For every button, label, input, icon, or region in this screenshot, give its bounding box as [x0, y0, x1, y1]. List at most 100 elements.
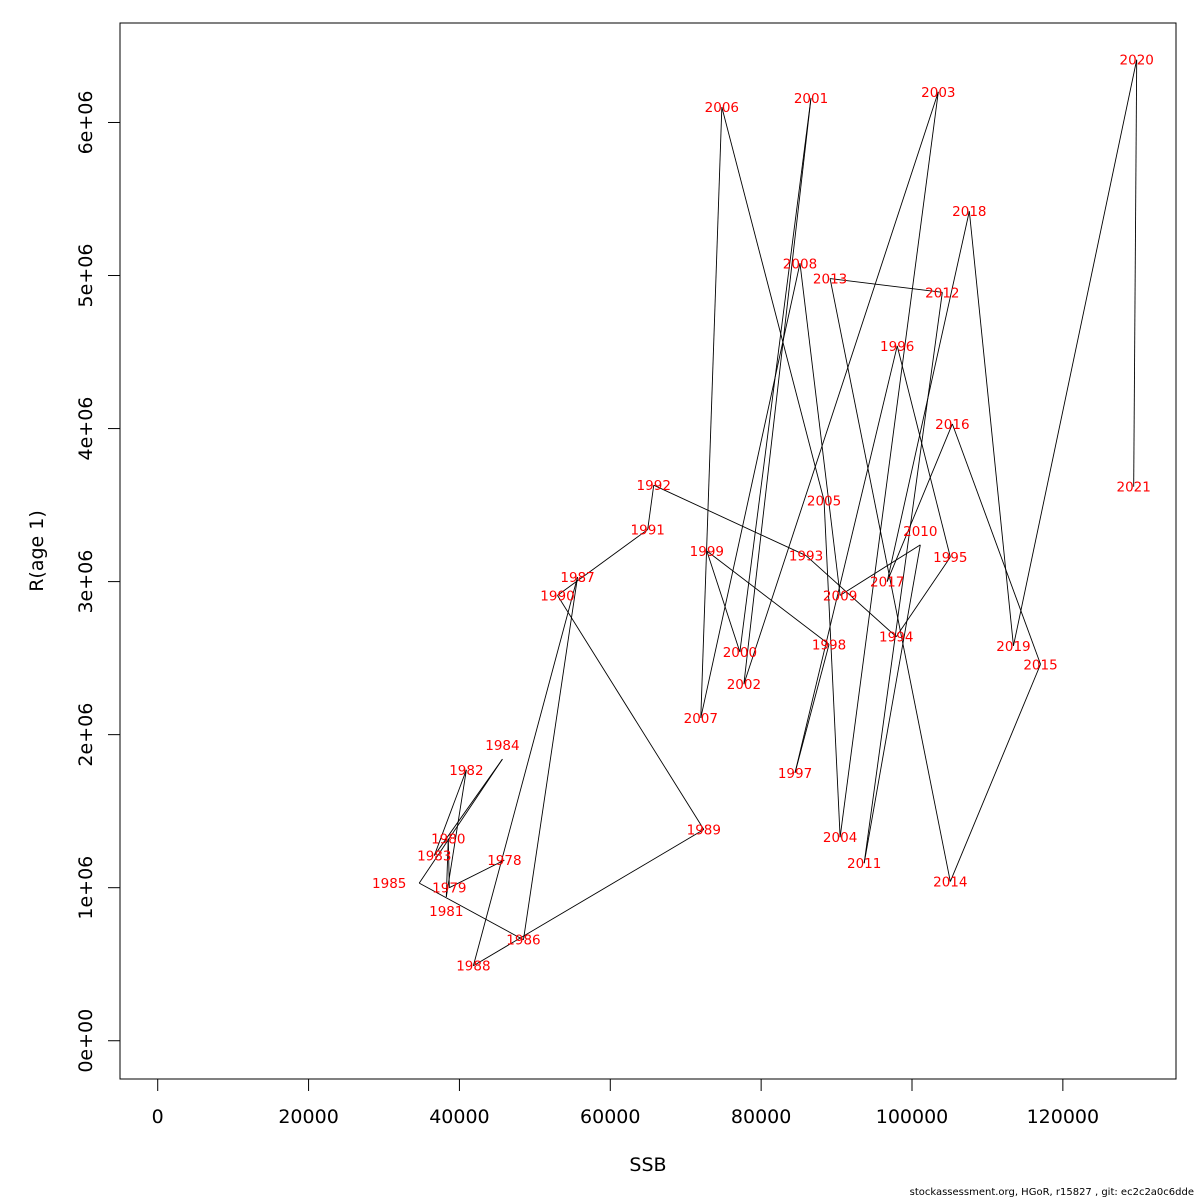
series-segment: [433, 758, 503, 856]
series-segment: [799, 263, 841, 596]
series-segment: [557, 595, 705, 830]
point-label-2008: 2008: [783, 256, 817, 272]
series-segment: [433, 769, 467, 856]
point-label-2006: 2006: [705, 100, 739, 116]
series-segment: [951, 423, 1041, 665]
point-label-2012: 2012: [925, 285, 959, 301]
series-segment: [839, 91, 939, 838]
series-segment: [653, 484, 807, 556]
x-tick-label: 100000: [876, 1106, 949, 1128]
x-tick-label: 40000: [429, 1106, 489, 1128]
point-label-1988: 1988: [456, 959, 490, 975]
series-segment: [700, 107, 723, 718]
point-label-2020: 2020: [1120, 53, 1154, 69]
point-label-2000: 2000: [723, 645, 757, 661]
point-label-1992: 1992: [637, 478, 671, 494]
series-segment: [418, 758, 503, 884]
series-segment: [949, 664, 1041, 882]
series-segment: [557, 529, 648, 596]
y-tick-label: 1e+06: [75, 856, 97, 920]
point-label-2004: 2004: [823, 830, 857, 846]
point-label-2016: 2016: [935, 417, 969, 433]
plot-frame: [119, 22, 1177, 1080]
series-segment: [706, 550, 741, 653]
point-label-2009: 2009: [823, 588, 857, 604]
point-label-1999: 1999: [690, 544, 724, 560]
series-segment: [829, 278, 951, 882]
x-tick-label: 0: [152, 1106, 164, 1128]
x-axis: 0 20000 40000 60000 80000 100000 120000: [152, 1078, 1100, 1128]
footer-credit: stockassessment.org, HGoR, r15827 , git:…: [909, 1187, 1194, 1198]
series-segment: [896, 345, 951, 558]
point-labels: 1978 1979 1980 1981 1982 1983 1984 1985 1986 1987…: [372, 53, 1154, 975]
point-label-2007: 2007: [684, 711, 718, 727]
series-segment: [1013, 59, 1138, 646]
x-axis-title: SSB: [629, 1154, 666, 1176]
point-label-1978: 1978: [487, 853, 521, 869]
series-segment: [1133, 59, 1138, 487]
point-label-1986: 1986: [506, 933, 540, 949]
series-segment: [706, 550, 830, 645]
series-segment: [523, 576, 578, 940]
point-label-1987: 1987: [560, 570, 594, 586]
series-segment: [445, 838, 449, 897]
series-segment: [794, 644, 830, 774]
y-tick-label: 6e+06: [75, 91, 97, 155]
point-label-1990: 1990: [540, 588, 574, 604]
series-segment: [743, 91, 939, 685]
y-tick-label: 5e+06: [75, 244, 97, 308]
point-label-2002: 2002: [727, 677, 761, 693]
point-label-2015: 2015: [1023, 657, 1057, 673]
point-label-1981: 1981: [429, 904, 463, 920]
point-label-2011: 2011: [847, 856, 881, 872]
y-axis-title: R(age 1): [26, 510, 48, 592]
point-label-2013: 2013: [813, 272, 847, 288]
point-label-1994: 1994: [879, 630, 913, 646]
series-segment: [794, 345, 898, 774]
point-label-1984: 1984: [485, 738, 519, 754]
point-label-1979: 1979: [432, 881, 466, 897]
point-label-2018: 2018: [952, 204, 986, 220]
y-tick-label: 3e+06: [75, 550, 97, 614]
y-tick-label: 4e+06: [75, 397, 97, 461]
series-segment: [863, 544, 921, 864]
point-label-2001: 2001: [794, 91, 828, 107]
y-axis: 0e+00 1e+06 2e+06 3e+06 4e+06 5e+06 6e+06: [75, 91, 121, 1073]
point-label-2014: 2014: [933, 875, 967, 891]
series-line: [418, 59, 1138, 967]
series-segment: [445, 769, 467, 897]
point-label-1995: 1995: [933, 550, 967, 566]
series-segment: [886, 423, 953, 582]
series-segment: [472, 576, 578, 966]
point-label-1980: 1980: [431, 832, 465, 848]
series-segment: [805, 555, 897, 638]
x-tick-label: 120000: [1027, 1106, 1100, 1128]
point-label-1997: 1997: [778, 766, 812, 782]
series-segment: [823, 500, 841, 838]
point-label-1998: 1998: [812, 637, 846, 653]
point-label-1993: 1993: [789, 549, 823, 565]
series-segment: [863, 292, 943, 864]
series-segment: [743, 97, 812, 685]
series-segment: [895, 556, 951, 637]
point-label-1989: 1989: [687, 823, 721, 839]
point-label-2010: 2010: [903, 524, 937, 540]
series-segment: [721, 107, 825, 501]
series-segment: [700, 263, 801, 718]
point-label-2003: 2003: [921, 85, 955, 101]
point-label-2019: 2019: [996, 639, 1030, 655]
series-segment: [449, 859, 505, 889]
series-segment: [886, 211, 970, 582]
point-label-1982: 1982: [449, 763, 483, 779]
y-tick-label: 2e+06: [75, 703, 97, 767]
point-label-1991: 1991: [631, 523, 665, 539]
series-segment: [830, 278, 943, 293]
point-label-1983: 1983: [417, 849, 451, 865]
series-segment: [473, 829, 705, 967]
point-label-2017: 2017: [870, 575, 904, 591]
series-segment: [419, 882, 524, 941]
x-tick-label: 80000: [731, 1106, 791, 1128]
point-label-1985: 1985: [372, 876, 406, 892]
y-tick-label: 0e+00: [75, 1009, 97, 1073]
